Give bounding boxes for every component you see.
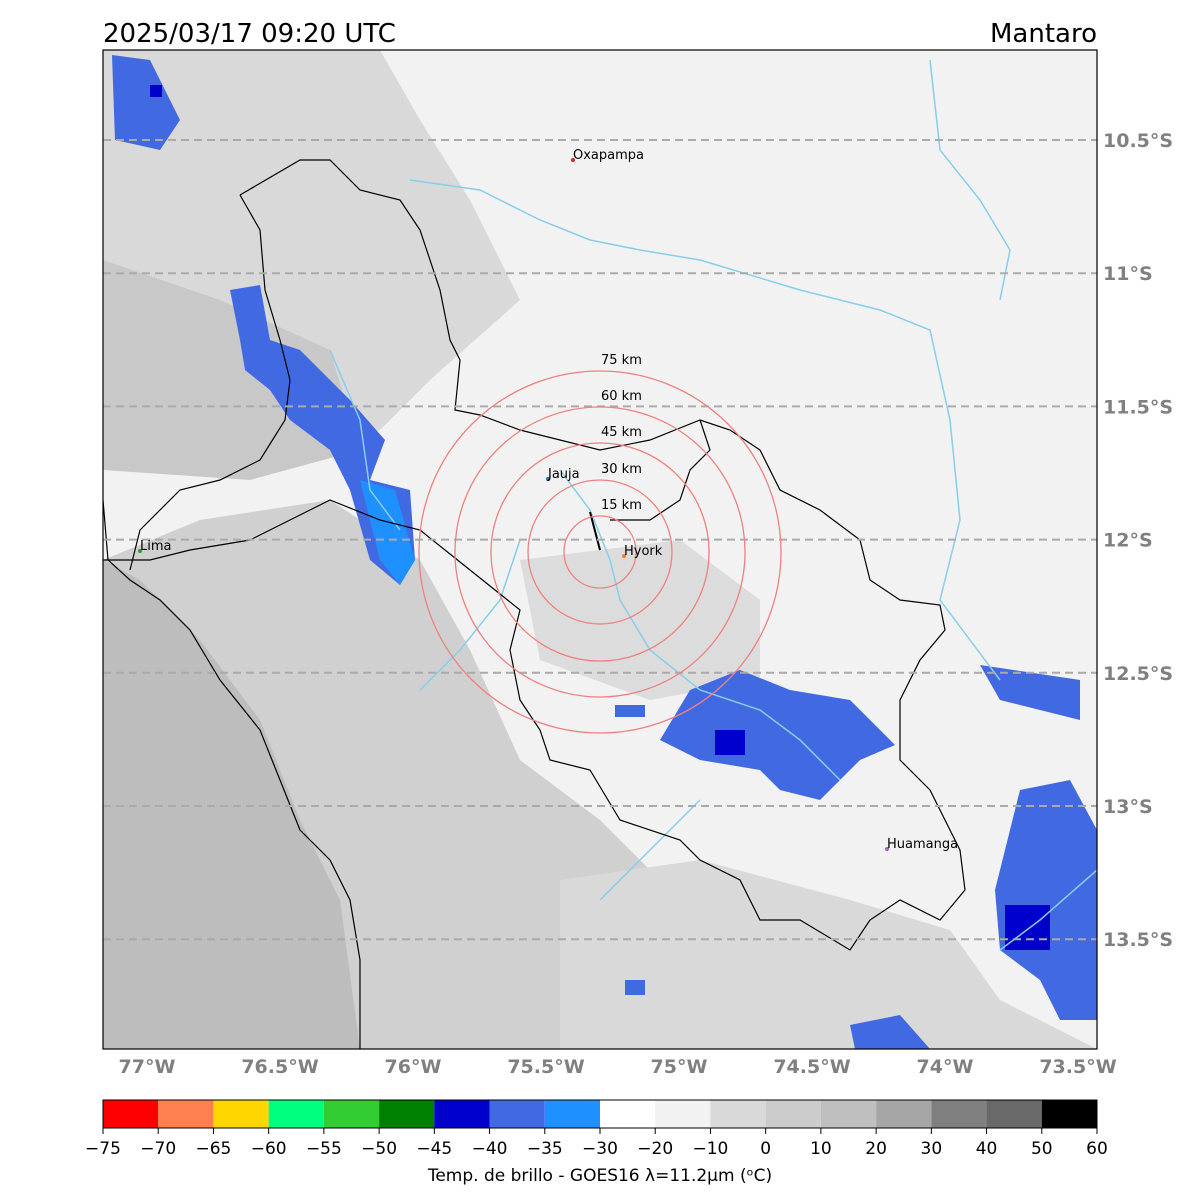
colorbar-tick-label: −75 xyxy=(85,1139,121,1159)
map-background xyxy=(103,50,1097,1049)
colorbar-bin xyxy=(1041,1100,1097,1128)
colorbar-bin xyxy=(379,1100,435,1128)
colorbar-tick-label: −60 xyxy=(251,1139,287,1159)
colorbar-tick-label: −55 xyxy=(306,1139,342,1159)
lon-label: 74.5°W xyxy=(773,1056,850,1078)
ring-label: 60 km xyxy=(601,389,642,404)
colorbar-bin xyxy=(213,1100,269,1128)
lat-label: 13°S xyxy=(1103,796,1153,818)
colorbar-tick-label: −35 xyxy=(527,1139,563,1159)
colorbar-bin xyxy=(820,1100,877,1128)
colorbar-tick-label: 60 xyxy=(1086,1139,1108,1159)
colorbar-tick-label: −40 xyxy=(472,1139,508,1159)
lon-label: 76.5°W xyxy=(241,1056,318,1078)
colorbar-bin xyxy=(655,1100,711,1128)
colorbar-tick-label: −70 xyxy=(140,1139,176,1159)
ring-label: 45 km xyxy=(601,425,642,440)
lon-label: 74°W xyxy=(917,1056,974,1078)
colorbar-bin xyxy=(103,1100,159,1128)
ring-label: 75 km xyxy=(601,353,642,368)
place-label: Lima xyxy=(140,539,171,554)
place-marker xyxy=(622,554,626,558)
basin-outline xyxy=(103,159,966,951)
range-ring xyxy=(527,479,673,625)
title: 2025/03/17 09:20 UTC xyxy=(103,19,396,49)
place-label: Jauja xyxy=(547,467,580,482)
colorbar-bin xyxy=(931,1100,987,1128)
lat-label: 12.5°S xyxy=(1103,663,1173,685)
track xyxy=(589,511,601,551)
lon-label: 76°W xyxy=(385,1056,442,1078)
lon-label: 77°W xyxy=(119,1056,176,1078)
colorbar-bin xyxy=(544,1100,600,1128)
range-ring xyxy=(563,515,637,589)
place-label: Hyork xyxy=(624,544,663,559)
colorbar-tick-label: −50 xyxy=(361,1139,397,1159)
colorbar-tick-label: 50 xyxy=(1031,1139,1053,1159)
lat-label: 12°S xyxy=(1103,530,1153,552)
coastline xyxy=(102,499,361,1049)
range-ring xyxy=(454,406,746,698)
colorbar-tick-label: −45 xyxy=(416,1139,452,1159)
place-marker xyxy=(138,549,142,553)
region: Mantaro xyxy=(990,19,1097,49)
colorbar-bin xyxy=(158,1100,214,1128)
range-ring xyxy=(490,442,710,662)
colorbar-tick-label: −65 xyxy=(195,1139,231,1159)
overlays: 10.5°S 11°S 11.5°S 12°S 12.5°S 13°S 13.5°S 75 k… xyxy=(103,130,1173,951)
colorbar-tick-label: 20 xyxy=(865,1139,887,1159)
colorbar-tick-label: −20 xyxy=(637,1139,673,1159)
colorbar-bin xyxy=(710,1100,766,1128)
colorbar-bin xyxy=(434,1100,490,1128)
lat-label: 13.5°S xyxy=(1103,929,1173,951)
lon-label: 75°W xyxy=(651,1056,708,1078)
lat-label: 11°S xyxy=(1103,263,1153,285)
ring-label: 30 km xyxy=(601,462,642,477)
colorbar-tick-label: −10 xyxy=(692,1139,728,1159)
ring-label: 15 km xyxy=(601,498,642,513)
colorbar-bin xyxy=(876,1100,932,1128)
colorbar-tick-label: 10 xyxy=(810,1139,832,1159)
colorbar-bin xyxy=(600,1100,656,1128)
map-frame xyxy=(102,49,1098,1050)
lon-label: 73.5°W xyxy=(1039,1056,1116,1078)
colorbar-bin xyxy=(489,1100,545,1128)
colorbar-tick-label: 0 xyxy=(760,1139,771,1159)
rivers xyxy=(329,59,1098,951)
colorbar-bin xyxy=(765,1100,821,1128)
cloud-cells xyxy=(112,55,1097,1049)
place-label: Oxapampa xyxy=(573,148,644,163)
place-marker xyxy=(546,477,550,481)
colorbar-tick-label: 40 xyxy=(976,1139,998,1159)
colorbar-tick-label: 30 xyxy=(921,1139,943,1159)
colorbar-tick-label: −30 xyxy=(582,1139,618,1159)
colorbar-label: Temp. de brillo - GOES16 λ=11.2μm (ᵒC) xyxy=(427,1166,772,1186)
colorbar-bin xyxy=(986,1100,1042,1128)
lat-label: 10.5°S xyxy=(1103,130,1173,152)
colorbar-bin xyxy=(323,1100,380,1128)
lat-label: 11.5°S xyxy=(1103,396,1173,418)
colorbar-bin xyxy=(268,1100,324,1128)
lon-label: 75.5°W xyxy=(507,1056,584,1078)
place-marker xyxy=(571,158,575,162)
place-marker xyxy=(885,847,889,851)
place-label: Huamanga xyxy=(887,837,958,852)
range-ring xyxy=(418,370,782,734)
